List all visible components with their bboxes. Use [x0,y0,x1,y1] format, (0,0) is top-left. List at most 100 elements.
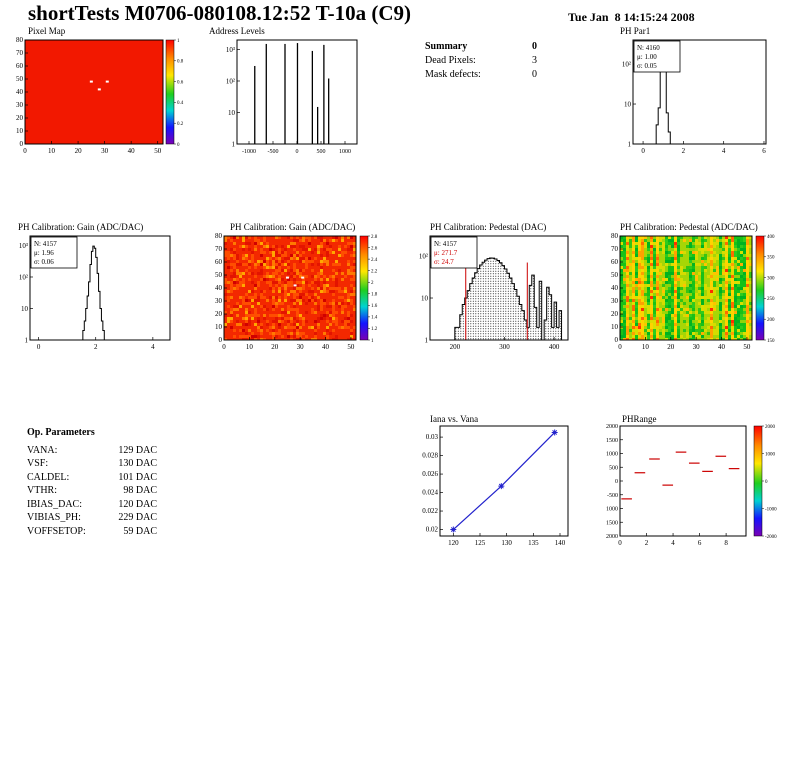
chart-element [662,305,665,308]
chart-element [749,251,752,254]
chart-element [272,236,275,239]
chart-element [722,275,725,278]
chart-element [299,239,302,242]
axis-tick-label: 0 [615,479,618,485]
chart-element [716,296,719,299]
chart-element [290,263,293,266]
chart-element [242,308,245,311]
chart-element [704,239,707,242]
chart-element [692,245,695,248]
chart-element [680,293,683,296]
chart-element [323,308,326,311]
chart-element [740,338,743,340]
chart-element [257,251,260,254]
chart-element [740,332,743,335]
chart-element [743,305,746,308]
chart-element [233,263,236,266]
chart-element [674,263,677,266]
chart-element [347,323,350,326]
chart-element [254,263,257,266]
chart-element [251,326,254,329]
chart-element [632,335,635,338]
chart-element [284,338,287,340]
chart-element [338,275,341,278]
chart-element [341,248,344,251]
chart-element [275,335,278,338]
chart-element [311,248,314,251]
axis-tick-label: 1000 [606,507,618,513]
chart-element [266,254,269,257]
chart-element [677,257,680,260]
chart-element [686,326,689,329]
chart-element [254,314,257,317]
chart-element [737,254,740,257]
chart-element [335,320,338,323]
chart-element [683,275,686,278]
chart-element [287,269,290,272]
chart-element [233,293,236,296]
chart-element [311,329,314,332]
chart-element [311,332,314,335]
chart-element [644,263,647,266]
chart-element [332,329,335,332]
chart-element [662,329,665,332]
chart-element [299,278,302,281]
chart-element [707,311,710,314]
colorbar-label: 2.6 [371,246,378,251]
chart-element [656,281,659,284]
chart-element [659,335,662,338]
chart-element [746,296,749,299]
chart-element [677,263,680,266]
chart-element [233,317,236,320]
chart-element [299,275,302,278]
chart-element [272,332,275,335]
chart-element [302,296,305,299]
chart-element [734,266,737,269]
chart-element [698,281,701,284]
chart-element [659,251,662,254]
chart-element [641,260,644,263]
chart-element [725,311,728,314]
chart-element [659,299,662,302]
chart-element [734,281,737,284]
chart-element [293,308,296,311]
chart-element [308,335,311,338]
chart-element [257,314,260,317]
chart-element [332,302,335,305]
chart-element [737,269,740,272]
chart-element [632,317,635,320]
chart-element [275,314,278,317]
chart-element [266,314,269,317]
chart-element [278,260,281,263]
chart-element [683,272,686,275]
chart-element [242,263,245,266]
chart-element [329,323,332,326]
chart-element [251,329,254,332]
chart-element [644,317,647,320]
chart-element [338,245,341,248]
chart-element [242,257,245,260]
chart-element [239,296,242,299]
chart-element [680,308,683,311]
axis-tick-label: 10 [228,109,236,117]
chart-element [653,284,656,287]
chart-title: Pixel Map [28,26,66,36]
chart-element [668,245,671,248]
chart-element [716,290,719,293]
chart-element [743,269,746,272]
chart-element [746,284,749,287]
chart-element [653,293,656,296]
chart-element [278,299,281,302]
chart-element [227,248,230,251]
axis-tick-label: 1 [425,337,429,345]
chart-element [341,242,344,245]
chart-element [347,305,350,308]
chart-element [731,311,734,314]
chart-element [677,323,680,326]
chart-element [344,308,347,311]
chart-element [317,308,320,311]
dead-pixel [293,284,297,287]
chart-element [245,251,248,254]
axis-tick-label: 0 [37,343,41,351]
chart-element [239,254,242,257]
